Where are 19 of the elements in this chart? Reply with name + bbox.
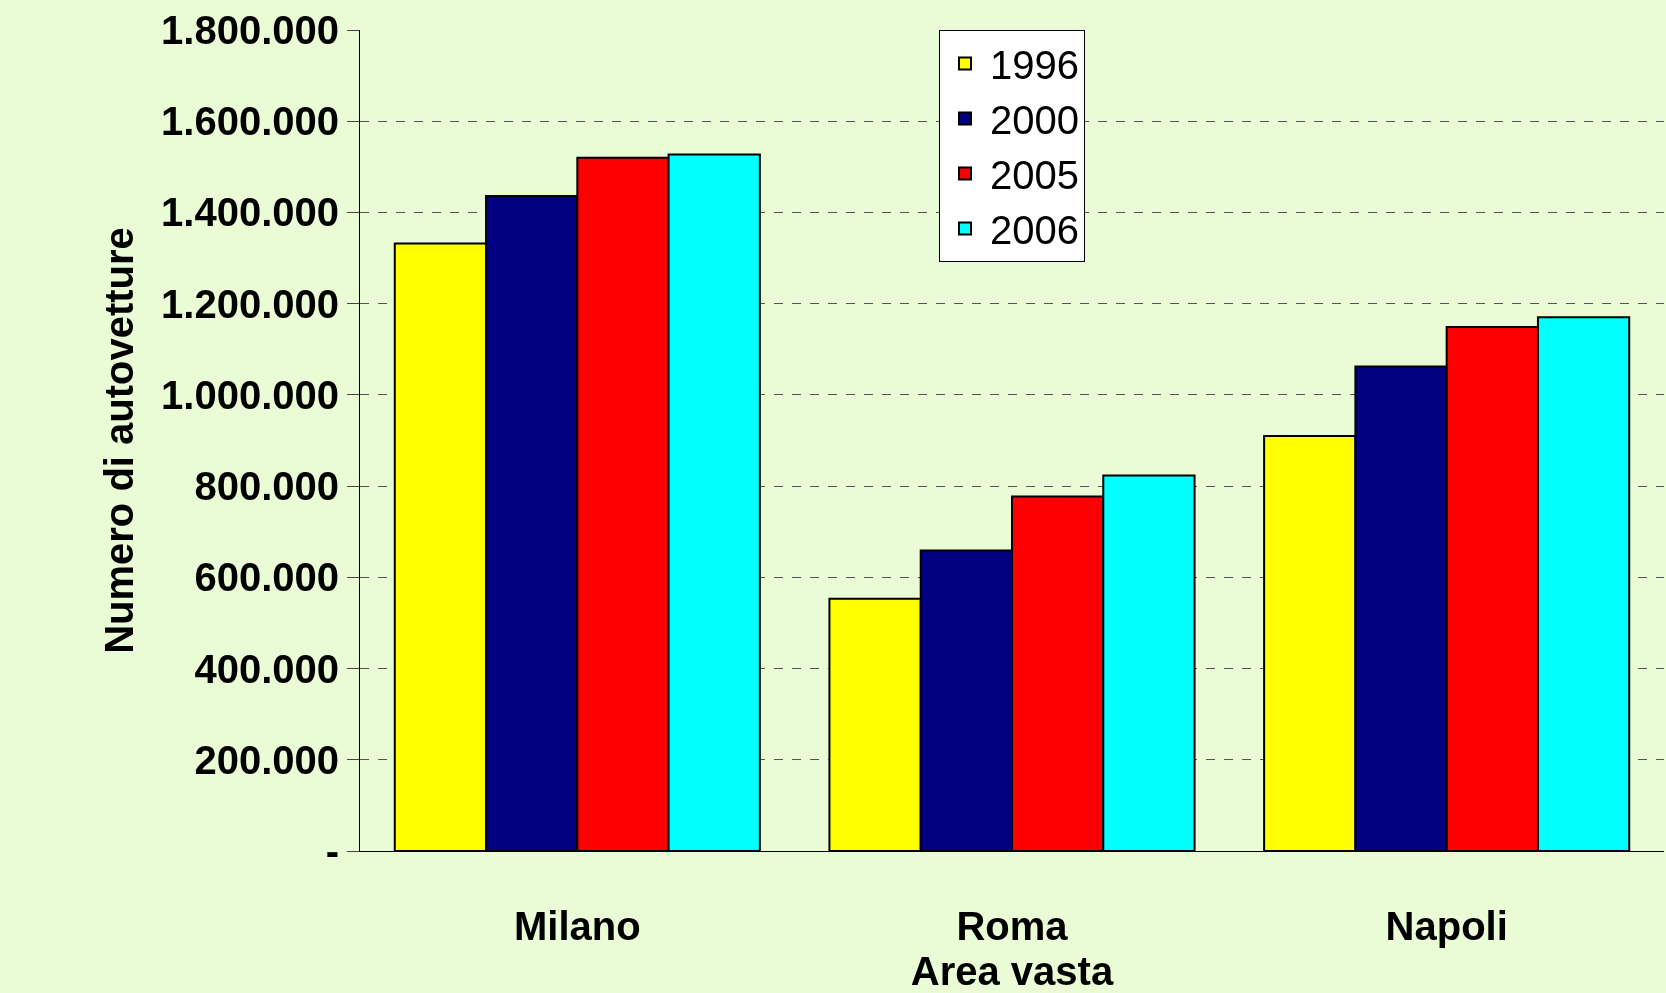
- y-tick-label: 1.600.000: [161, 99, 339, 144]
- x-tick-label: Napoli: [1385, 904, 1508, 948]
- x-tick-label: Roma: [956, 904, 1069, 948]
- y-tick-label: 1.800.000: [161, 8, 339, 52]
- x-tick-label: Milano: [513, 904, 641, 948]
- legend-label: 1996: [990, 43, 1079, 88]
- y-tick-label: 1.000.000: [161, 372, 339, 417]
- y-axis-title: Numero di autovetture: [96, 227, 141, 654]
- y-tick-label: 600.000: [194, 555, 339, 600]
- y-tick-label: 800.000: [194, 464, 339, 509]
- y-tick-label: 400.000: [194, 646, 339, 691]
- x-axis-title: Area vasta: [910, 949, 1114, 993]
- legend-label: 2005: [990, 153, 1079, 198]
- y-tick-label: 1.400.000: [161, 190, 339, 235]
- y-tick-label: 200.000: [194, 737, 339, 782]
- y-tick-label: 1.200.000: [161, 281, 339, 326]
- legend-label: 2006: [990, 208, 1079, 253]
- legend-label: 2000: [990, 98, 1079, 143]
- y-tick-label: -: [325, 829, 339, 873]
